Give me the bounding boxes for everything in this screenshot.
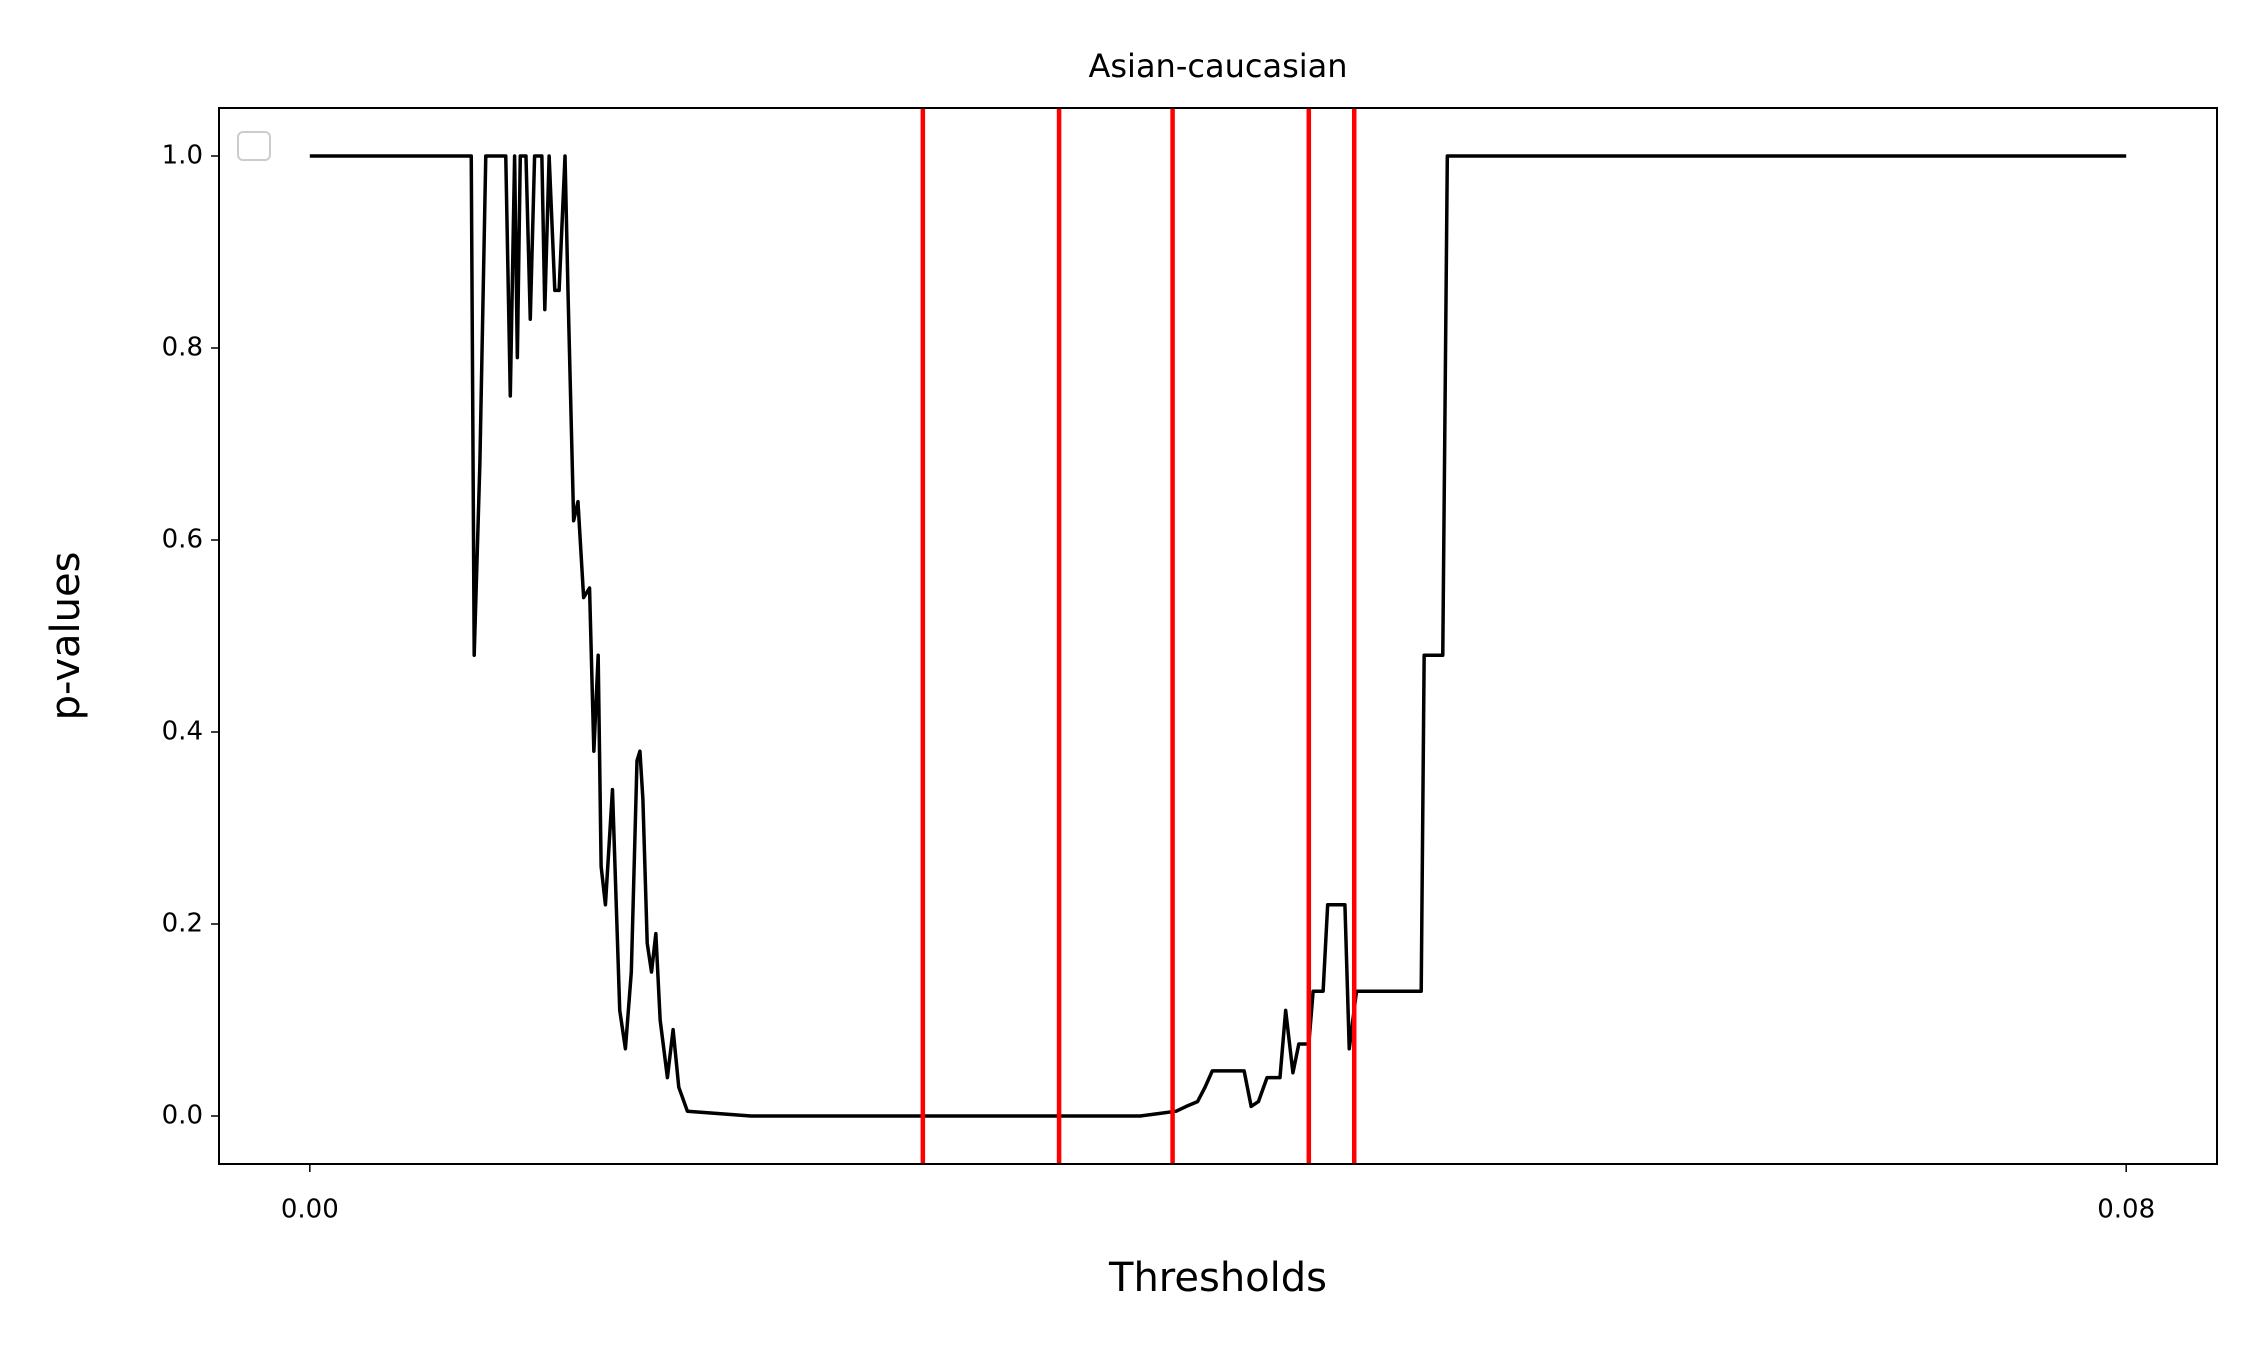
plot-frame — [218, 107, 2218, 1165]
y-tick-label: 1.0 — [162, 141, 203, 171]
x-tick-label: 0.08 — [2097, 1195, 2155, 1225]
y-tick-label: 0.0 — [162, 1101, 203, 1131]
data-line — [309, 154, 2127, 1118]
y-tick-label: 0.8 — [162, 333, 203, 363]
legend-box — [237, 131, 271, 161]
y-axis-label: p-values — [43, 552, 89, 721]
y-tick-label: 0.2 — [162, 909, 203, 939]
x-axis-label: Thresholds — [1108, 1255, 1327, 1301]
y-tick-label: 0.6 — [162, 525, 203, 555]
x-tick-label: 0.00 — [281, 1195, 339, 1225]
y-tick-label: 0.4 — [162, 717, 203, 747]
chart-title: Asian-caucasian — [1088, 47, 1347, 85]
